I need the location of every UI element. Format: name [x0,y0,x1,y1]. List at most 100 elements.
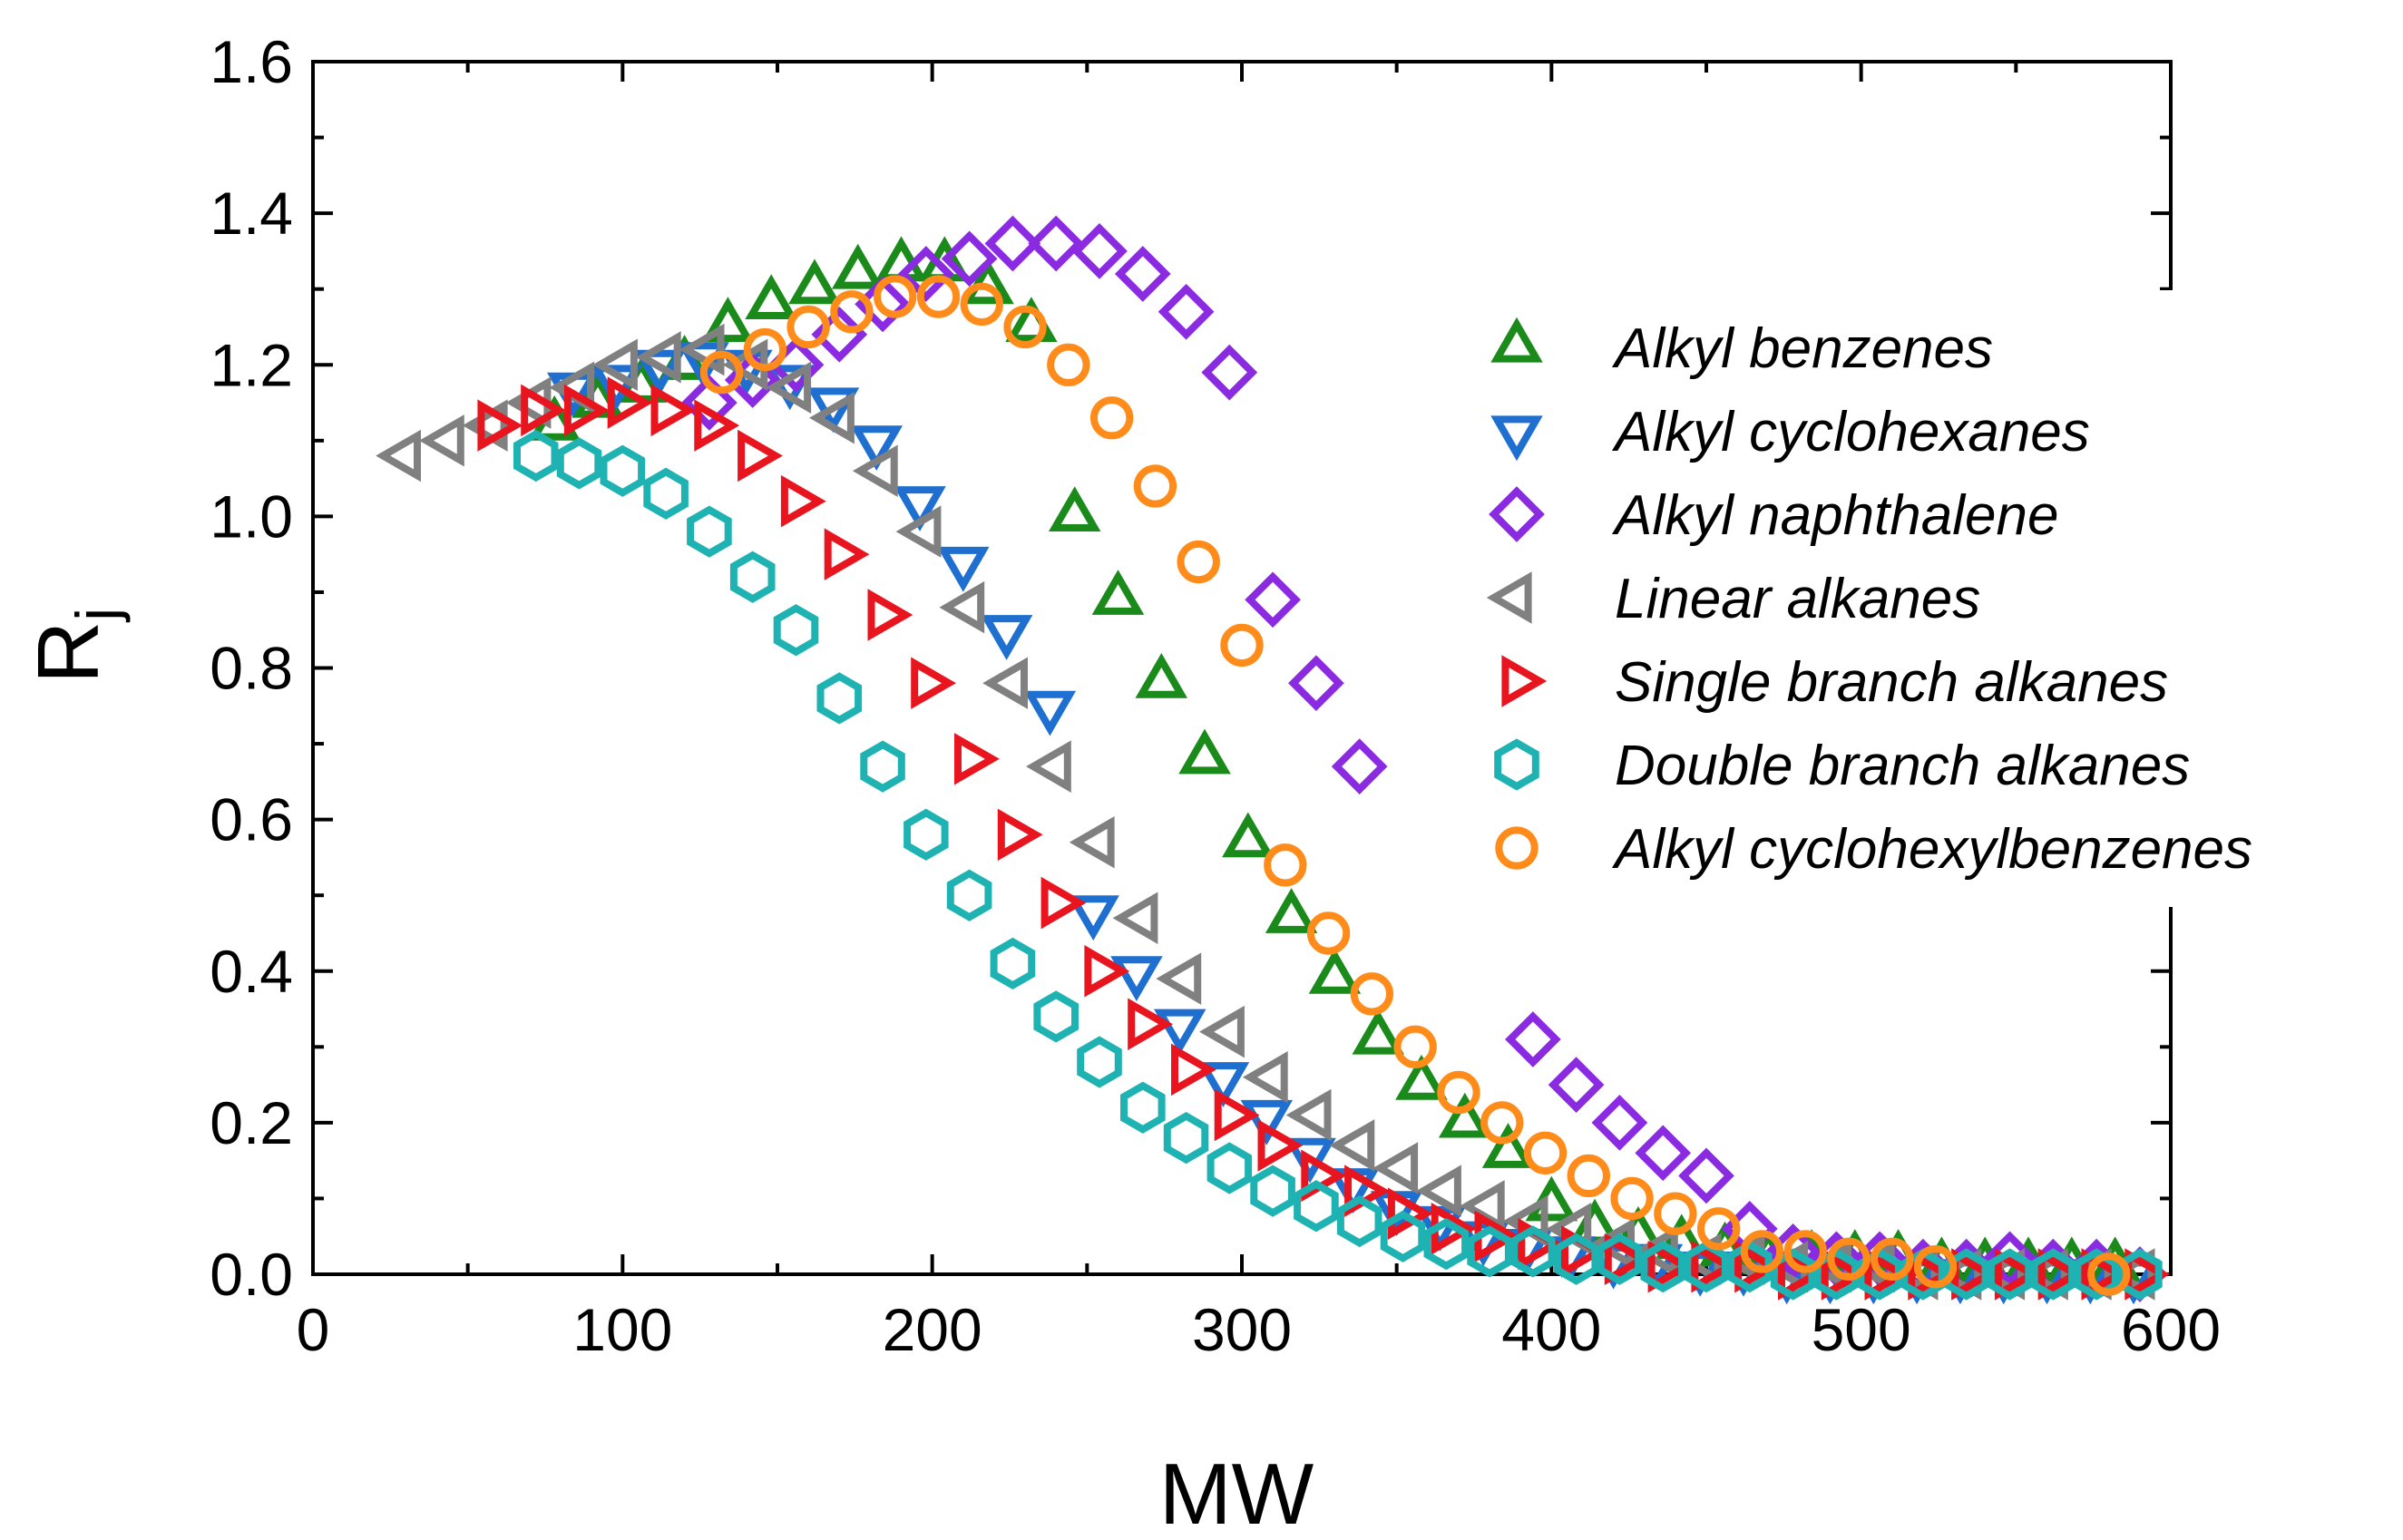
data-point [2109,1248,2155,1301]
data-point [816,672,863,725]
data-point [1352,1009,1404,1055]
data-point [1913,1244,1958,1289]
data-point [1047,343,1090,386]
data-point [738,429,783,482]
data-point [1023,690,1077,736]
x-tick-label: 600 [2121,1296,2221,1363]
x-tick-label: 500 [1812,1296,1911,1363]
data-point [1481,1123,1535,1168]
data-point [556,437,602,490]
data-point [824,528,870,580]
data-point [1437,1070,1480,1115]
data-point [563,384,610,437]
data-point [904,808,949,861]
data-point [1091,570,1145,615]
y-axis-title-subscript: j [63,608,131,623]
data-point [1525,1175,1578,1222]
data-point [1505,1011,1561,1067]
data-point [937,546,990,592]
data-point [990,937,1036,990]
y-tick-label: 0.4 [210,938,293,1005]
data-point [1416,1165,1461,1217]
data-point [1936,1248,1982,1301]
data-point [1206,1142,1253,1194]
data-point [1040,876,1087,930]
data-point [1257,1119,1304,1172]
y-tick-label: 0.0 [210,1241,293,1308]
data-point [962,258,1014,305]
data-point [1048,486,1101,531]
data-point [1821,1248,1867,1301]
data-point [2037,1248,2084,1301]
data-point [1220,623,1264,668]
data-point [592,338,638,392]
data-point [916,275,961,318]
data-point [1423,1217,1470,1271]
data-point [1158,283,1215,340]
data-point [1871,1237,1914,1281]
data-point [1393,1025,1437,1068]
data-point [1900,1248,1946,1301]
y-axis-ticks: 0.0 0.2 0.4 0.6 0.8 1.0 1.2 1.4 1.6 [210,28,2171,1308]
data-point [1171,1043,1216,1097]
data-point [1071,223,1128,279]
legend-marker [1490,317,1543,363]
data-point [1178,728,1231,775]
legend-label: Alkyl benzenes [1611,317,1993,380]
x-tick-label: 0 [297,1296,330,1363]
data-point [1245,571,1301,629]
data-point [946,869,992,921]
data-point [1567,1154,1610,1198]
data-point [1240,1099,1294,1145]
data-point [980,615,1033,660]
data-point [376,429,421,482]
data-point [643,467,689,520]
legend-label: Linear alkanes [1615,568,1980,630]
data-point [897,246,954,302]
data-point [743,327,787,372]
data-point [1597,1233,1643,1285]
data-point [1163,1111,1209,1165]
data-point [1734,1240,1780,1293]
data-point [1026,740,1071,793]
data-point [1112,892,1158,945]
data-point [1306,911,1351,955]
data-point [1120,1081,1166,1134]
data-point [1438,1092,1491,1138]
data-point [635,331,681,384]
legend-marker [1489,486,1545,542]
data-point [1510,1225,1556,1278]
data-point [745,274,797,319]
data-point [874,275,917,318]
y-tick-label: 0.8 [210,635,293,702]
data-point [1548,1057,1605,1113]
y-tick-label: 0.6 [210,786,293,853]
legend: Alkyl benzenes Alkyl cyclohexanes Alkyl na… [1470,290,2395,907]
data-point [1635,1125,1692,1182]
data-point [2081,1248,2127,1301]
data-point [860,740,905,793]
data-point [850,425,904,471]
data-point [809,391,855,444]
data-point [941,230,998,288]
data-point [1864,1248,1910,1301]
data-point [1372,1142,1419,1194]
data-point [1336,1194,1382,1248]
data-point [1084,944,1130,998]
data-point [1329,1119,1375,1172]
data-point [694,399,740,452]
data-point [1077,1036,1122,1088]
data-point [1640,1240,1685,1293]
data-point [1943,1248,1989,1301]
legend-label: Single branch alkanes [1615,651,2168,714]
data-point [766,361,812,414]
x-tick-label: 200 [883,1296,982,1363]
x-tick-label: 300 [1192,1296,1292,1363]
data-point [867,589,913,641]
data-point [1591,1095,1648,1151]
data-point [1153,1009,1206,1055]
data-point [1028,215,1085,272]
legend-background [1470,290,2395,907]
data-point [982,657,1028,709]
